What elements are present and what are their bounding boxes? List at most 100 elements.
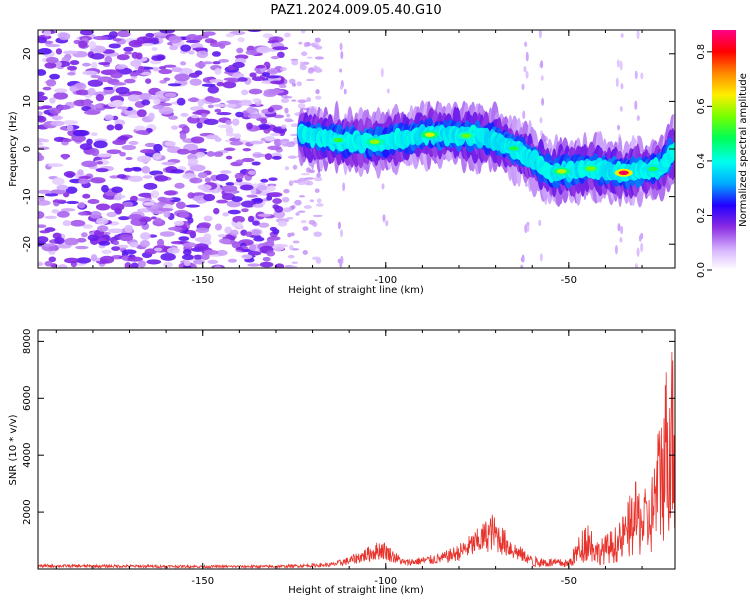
noise-blob [214, 265, 222, 268]
noise-blob [129, 72, 139, 77]
noise-blob [217, 124, 232, 129]
noise-blob [300, 30, 306, 34]
noise-streak [619, 106, 623, 112]
noise-blob [269, 80, 285, 85]
noise-blob [280, 98, 290, 104]
noise-blob [246, 194, 258, 198]
noise-streak [521, 83, 525, 90]
noise-blob [136, 155, 152, 163]
noise-blob [51, 209, 60, 214]
noise-blob [96, 161, 104, 165]
noise-blob [159, 30, 175, 34]
noise-blob [307, 69, 314, 74]
noise-blob [314, 56, 325, 60]
noise-blob [229, 140, 244, 146]
noise-blob [116, 106, 129, 110]
noise-blob [252, 153, 268, 157]
noise-blob [96, 153, 113, 158]
noise-blob [137, 65, 145, 74]
noise-streak [614, 244, 618, 255]
noise-blob [219, 170, 232, 174]
noise-blob [204, 177, 211, 183]
noise-blob [217, 234, 227, 238]
noise-blob [175, 201, 186, 210]
noise-streak [540, 60, 544, 69]
noise-blob [256, 46, 271, 54]
noise-blob [95, 168, 109, 173]
noise-blob [282, 207, 292, 213]
noise-blob [103, 86, 115, 90]
noise-blob [98, 240, 111, 246]
noise-blob [221, 185, 238, 192]
noise-streak [617, 124, 621, 131]
noise-streak [385, 220, 389, 227]
noise-blob [116, 54, 130, 61]
x-tick-label: -100 [374, 576, 397, 587]
noise-blob [286, 113, 291, 118]
noise-blob [50, 120, 65, 127]
noise-blob [225, 132, 235, 137]
noise-blob [38, 189, 52, 194]
noise-blob [187, 192, 195, 199]
noise-blob [249, 140, 264, 145]
noise-blob [38, 37, 47, 44]
noise-blob [222, 81, 237, 89]
noise-blob [287, 155, 298, 159]
noise-blob [185, 204, 201, 208]
noise-blob [38, 95, 48, 101]
noise-streak [634, 263, 638, 268]
noise-blob [104, 55, 113, 64]
noise-blob [90, 61, 98, 70]
noise-blob [303, 42, 309, 48]
noise-blob [315, 203, 324, 207]
noise-blob [38, 199, 51, 206]
noise-blob [266, 239, 275, 247]
noise-blob [67, 71, 76, 76]
noise-blob [256, 185, 268, 191]
noise-blob [66, 65, 78, 71]
noise-blob [111, 246, 121, 251]
noise-blob [225, 33, 235, 38]
noise-blob [200, 112, 208, 118]
noise-blob [189, 78, 202, 86]
noise-blob [131, 51, 139, 59]
noise-streak [616, 59, 620, 68]
x-tick-label: -150 [191, 576, 214, 587]
noise-blob [225, 155, 233, 160]
noise-blob [113, 196, 122, 201]
noise-blob [77, 202, 86, 209]
noise-blob [226, 99, 242, 104]
noise-blob [315, 89, 320, 95]
noise-blob [62, 138, 72, 143]
noise-blob [164, 92, 177, 98]
noise-blob [203, 215, 213, 222]
noise-blob [216, 112, 232, 116]
noise-blob [232, 215, 245, 224]
noise-blob [49, 107, 62, 115]
noise-blob [203, 118, 219, 126]
spectrogram-x-ticks: -150 -100 -50 [55, 30, 643, 286]
snr-panel: -150 -100 -50 2000 4000 6000 8000 Height of s… [8, 329, 676, 596]
noise-blob [256, 64, 266, 69]
y-tick-label: 4000 [22, 442, 33, 467]
noise-streak [636, 115, 640, 122]
noise-blob [135, 129, 149, 135]
noise-blob [144, 142, 157, 148]
x-tick-label: -50 [561, 275, 577, 286]
noise-streak [620, 83, 624, 90]
noise-blob [180, 44, 192, 52]
noise-blob [123, 167, 134, 172]
noise-blob [197, 99, 204, 107]
noise-blob [141, 99, 151, 106]
noise-blob [106, 124, 115, 131]
noise-blob [314, 37, 321, 43]
noise-blob [266, 250, 276, 257]
noise-blob [87, 87, 96, 96]
noise-blob [225, 126, 234, 134]
noise-blob [42, 86, 52, 91]
noise-blob [240, 184, 254, 191]
noise-blob [159, 80, 168, 84]
noise-blob [291, 205, 296, 209]
noise-blob [159, 231, 175, 237]
